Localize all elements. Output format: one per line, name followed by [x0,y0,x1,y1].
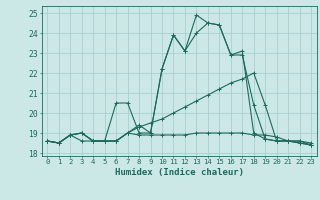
X-axis label: Humidex (Indice chaleur): Humidex (Indice chaleur) [115,168,244,177]
